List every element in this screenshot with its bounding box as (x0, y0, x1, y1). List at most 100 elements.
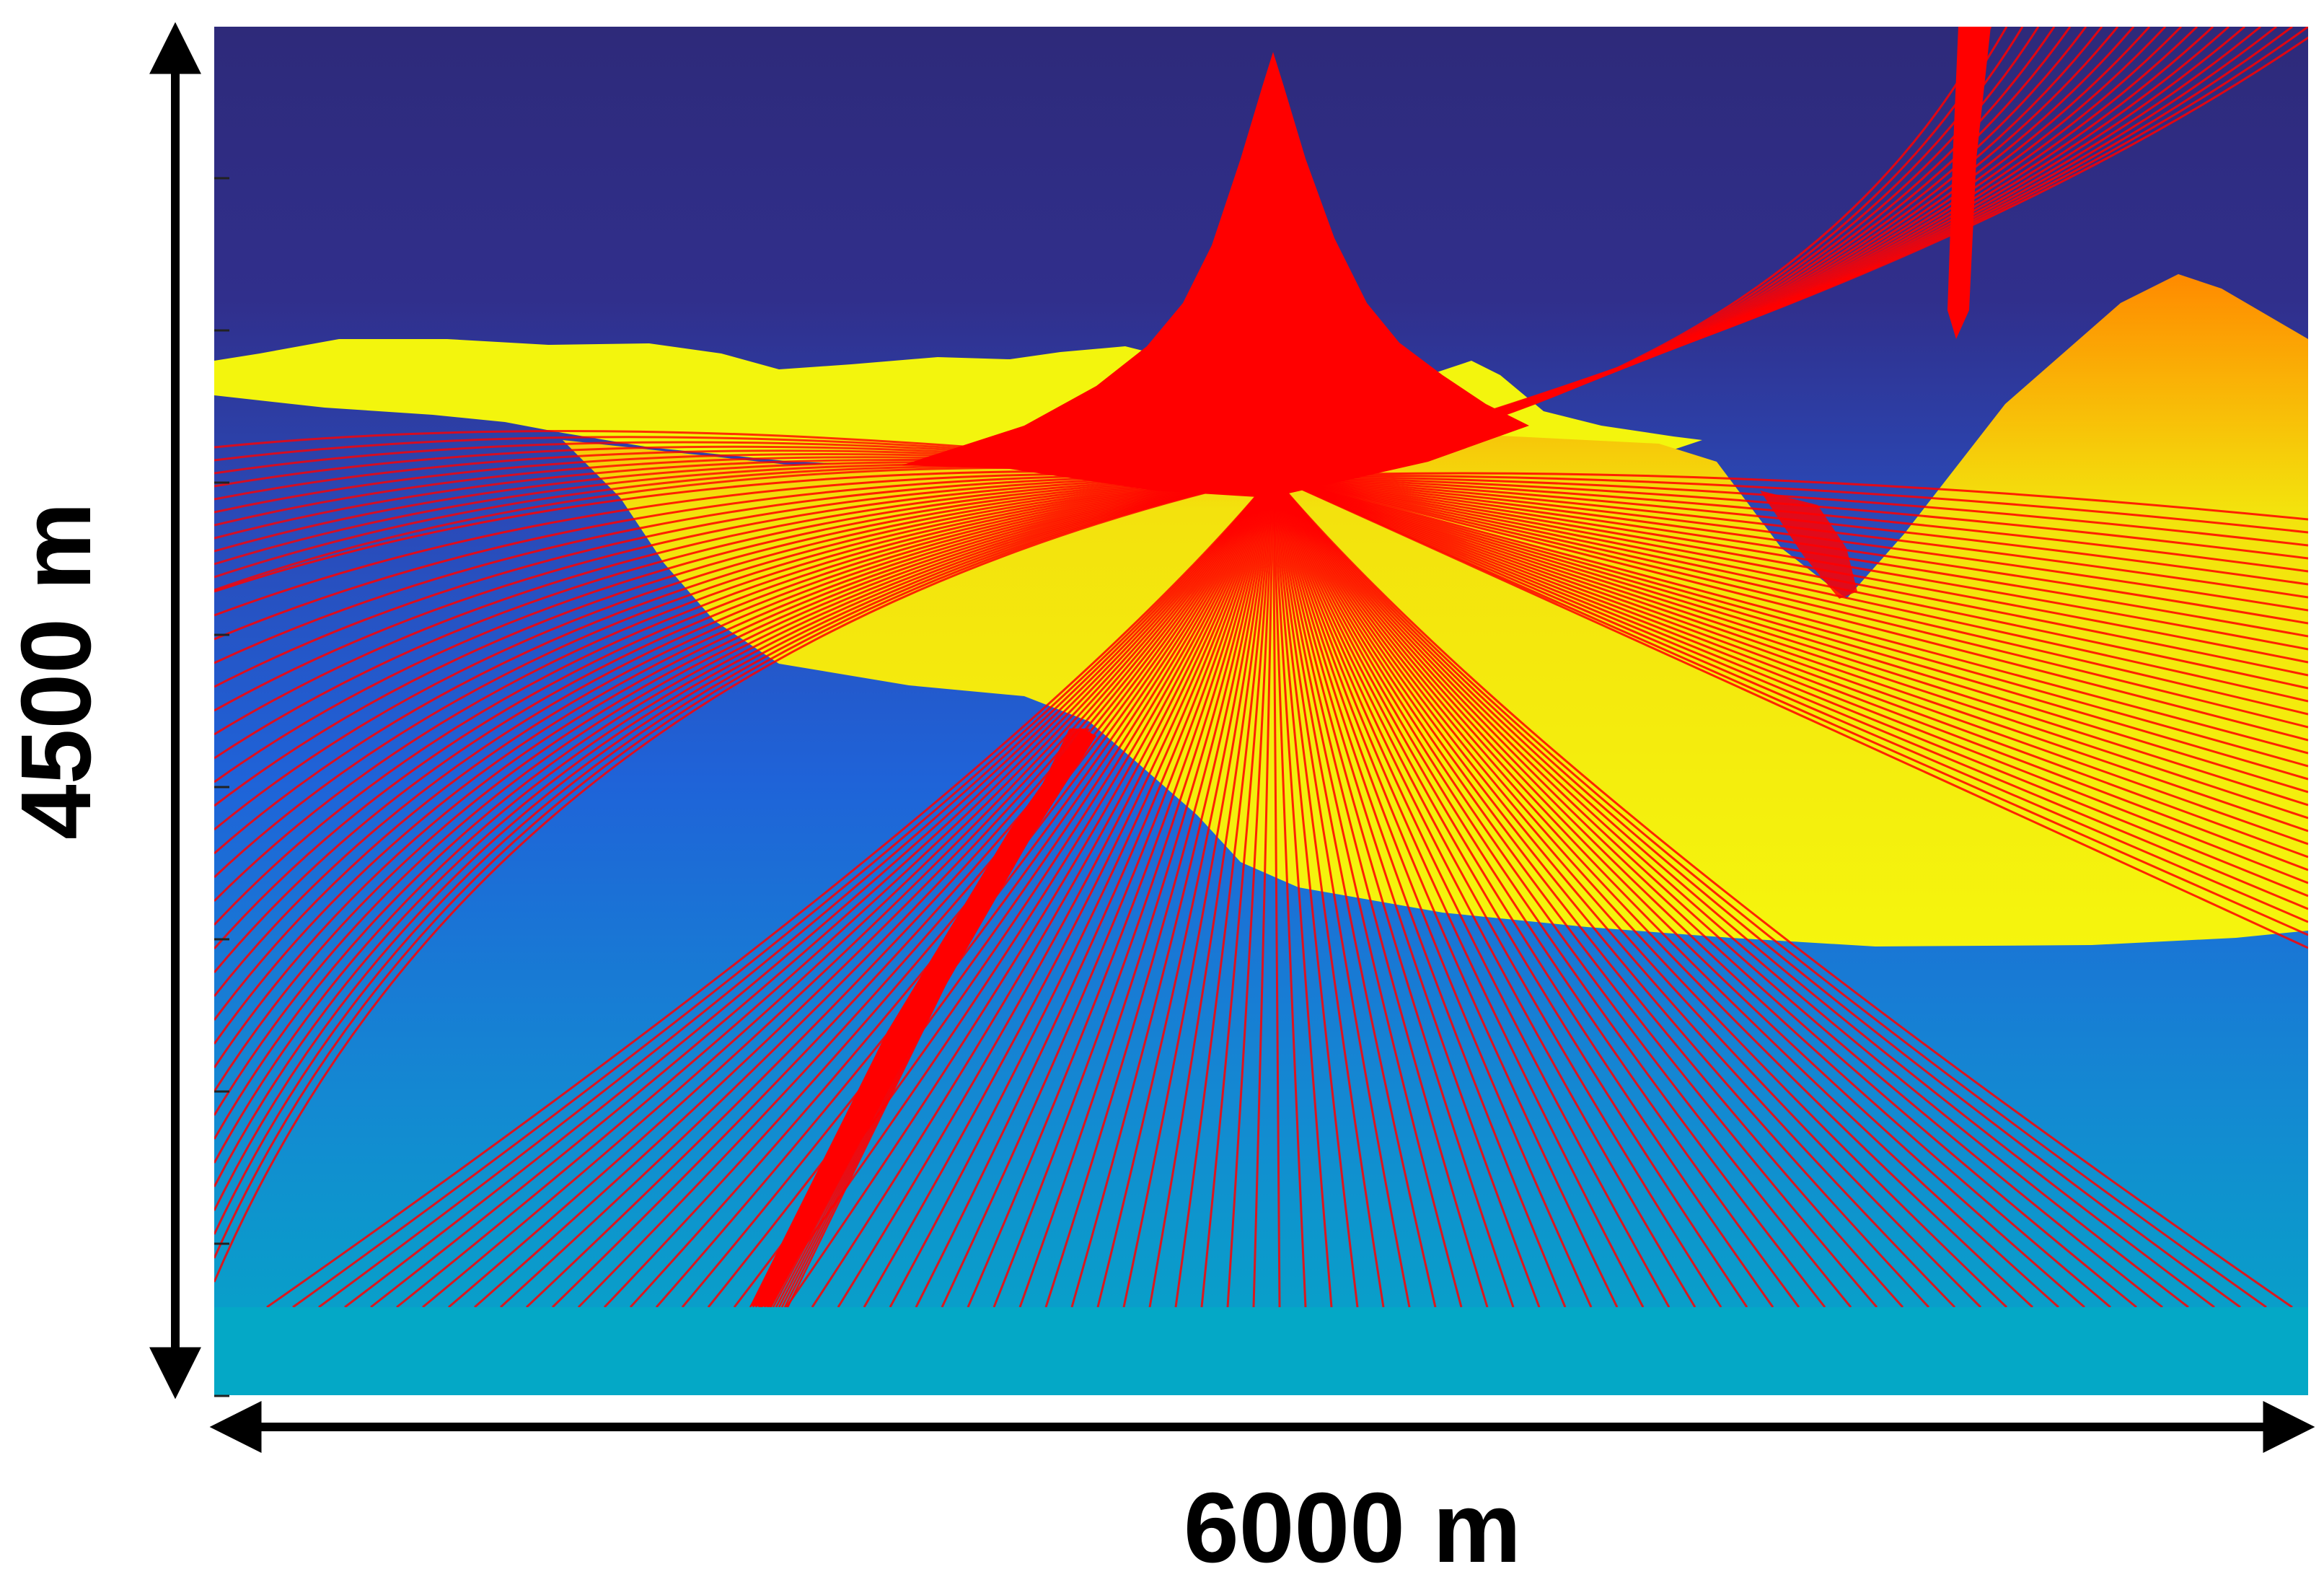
ray (1272, 475, 1722, 1308)
ray (318, 475, 1275, 1309)
ray (1272, 475, 1333, 1308)
left-ticks (214, 177, 229, 1397)
ray (1272, 475, 2308, 573)
ray (1272, 472, 2308, 521)
ray (214, 475, 1274, 1140)
ray (889, 475, 1275, 1308)
ray (1272, 475, 2308, 742)
ray (1272, 475, 2137, 1309)
ray (214, 475, 1274, 1045)
ray (551, 475, 1275, 1309)
ray (1272, 474, 2308, 534)
ray (1272, 475, 2308, 586)
ray (214, 475, 1274, 997)
caustic-beam (750, 729, 1096, 1307)
ray (1272, 475, 2163, 1309)
ray (915, 475, 1275, 1308)
ray (1272, 475, 1593, 1308)
ray (1272, 475, 1956, 1309)
ray (214, 475, 1274, 1187)
ray (1272, 475, 2085, 1309)
ray (1272, 475, 1515, 1308)
ray (1272, 475, 2293, 1309)
ray (214, 475, 1274, 855)
model-panel (214, 27, 2308, 1395)
ray (1070, 475, 1275, 1308)
ray (214, 475, 1274, 783)
ray (214, 475, 1274, 1116)
ray (1272, 475, 1930, 1309)
ray (1272, 475, 2189, 1309)
ray (1272, 475, 1619, 1308)
ray (1272, 475, 2308, 729)
ray (1272, 475, 2308, 936)
ray (214, 475, 1274, 712)
ray (967, 475, 1275, 1308)
ray (1272, 475, 2308, 871)
ray (214, 475, 1274, 902)
ray (1272, 475, 2308, 625)
ray (214, 475, 1274, 1164)
ray (1272, 475, 2111, 1309)
ray (214, 475, 1274, 1021)
ray (214, 475, 1274, 1235)
ray (1272, 475, 1696, 1308)
ray (1096, 475, 1275, 1308)
ray (1272, 475, 1748, 1308)
ray (863, 475, 1275, 1308)
ray (1272, 475, 1774, 1308)
ray (1272, 475, 1411, 1308)
ray (1272, 475, 2308, 807)
ray (1272, 475, 2308, 884)
ray (1272, 475, 2215, 1309)
ray (1272, 475, 2034, 1309)
ray (370, 475, 1275, 1309)
ray (1272, 475, 1878, 1308)
ray (422, 475, 1275, 1309)
ray (214, 475, 1274, 1211)
ray (525, 475, 1275, 1309)
ray (214, 475, 1274, 1068)
ray (1044, 475, 1275, 1308)
caustic-peak (902, 52, 1529, 498)
ray (1272, 475, 2308, 794)
height-label: 4500 m (1, 502, 112, 840)
ray (992, 475, 1275, 1308)
ray (1272, 475, 2308, 833)
ray (1272, 475, 1437, 1308)
ray (1272, 475, 1463, 1308)
ray (214, 475, 1274, 807)
illuminated-layer (563, 274, 2308, 946)
ray (214, 475, 1274, 1259)
ray (1272, 475, 2308, 923)
ray (811, 475, 1275, 1308)
ray (1272, 475, 2308, 690)
ray (1272, 475, 1281, 1308)
ray (1272, 475, 1904, 1308)
ray (1272, 475, 2308, 703)
ray (214, 475, 1274, 688)
ray (1122, 475, 1275, 1308)
ray (1272, 475, 2008, 1309)
ray (1272, 475, 2308, 599)
ray (1272, 475, 1982, 1309)
ray (941, 475, 1275, 1308)
ray (1272, 475, 2308, 677)
ray (344, 475, 1275, 1309)
ray (1272, 475, 2308, 897)
ray (1272, 475, 1826, 1308)
caustic-column (1947, 27, 1991, 339)
ray (214, 475, 1274, 879)
ray (1272, 475, 2308, 560)
ray (1272, 475, 2308, 858)
ray (214, 475, 1274, 736)
ray (266, 475, 1275, 1309)
ray (1200, 475, 1275, 1308)
ray (1272, 475, 1489, 1308)
ray (1272, 475, 1800, 1308)
ray (214, 475, 1274, 831)
ray (396, 475, 1275, 1309)
ray (1226, 475, 1275, 1308)
bottom-band (214, 1307, 2308, 1395)
ray (1272, 475, 2308, 716)
